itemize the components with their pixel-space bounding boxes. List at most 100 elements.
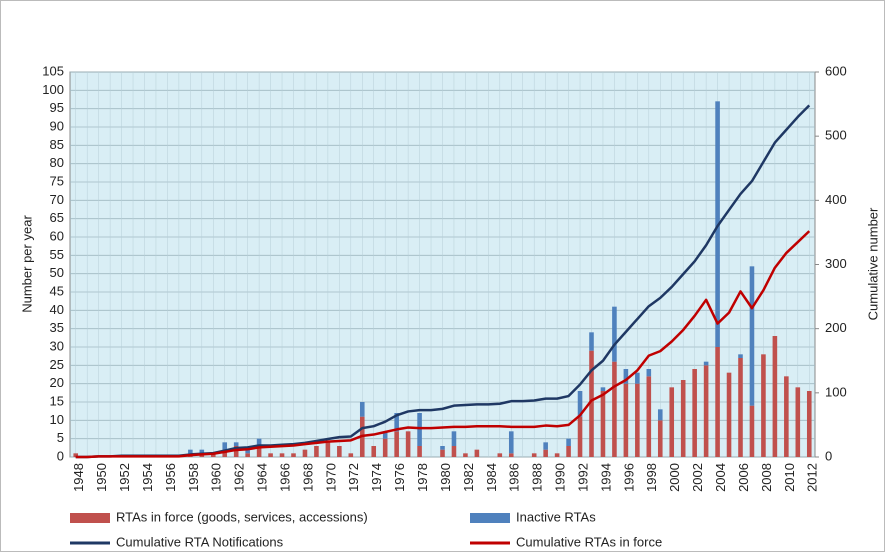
bar: [394, 413, 399, 432]
y-tick-label: 80: [50, 155, 64, 170]
y-tick-label: 25: [50, 357, 64, 372]
x-tick-label: 1992: [575, 463, 590, 492]
bar: [245, 453, 250, 457]
bar: [245, 449, 250, 454]
bar: [233, 442, 239, 446]
bar: [589, 332, 594, 351]
bar: [635, 372, 640, 384]
y-tick-label: 30: [50, 338, 64, 353]
bar: [738, 358, 743, 457]
bar: [394, 431, 399, 457]
bar: [348, 453, 354, 457]
bar: [451, 431, 457, 446]
legend-label: Cumulative RTAs in force: [516, 534, 662, 549]
bar: [692, 369, 697, 457]
bar: [417, 446, 422, 457]
bar: [554, 453, 560, 457]
legend-swatch: [70, 513, 110, 523]
bar: [738, 354, 743, 358]
bar: [314, 446, 319, 457]
bar: [715, 347, 720, 457]
x-tick-label: 1980: [438, 463, 453, 492]
y-tick-label: 15: [50, 393, 64, 408]
x-tick-label: 1966: [277, 463, 292, 492]
y-tick-label: 70: [50, 192, 64, 207]
bar: [806, 391, 812, 457]
bar: [612, 306, 617, 362]
y-tick-label: 95: [50, 100, 64, 115]
bar: [566, 446, 571, 457]
bar: [256, 446, 262, 457]
bar: [382, 431, 388, 439]
bar: [268, 453, 273, 457]
legend-swatch: [470, 513, 510, 523]
bar: [210, 453, 216, 457]
x-tick-label: 1968: [300, 463, 315, 492]
bar: [566, 438, 571, 446]
x-tick-label: 1972: [346, 463, 361, 492]
legend-label: RTAs in force (goods, services, accessio…: [116, 509, 368, 524]
y-tick-label: 105: [42, 63, 64, 78]
bar: [623, 369, 629, 384]
bar: [635, 383, 640, 457]
bar: [795, 387, 801, 457]
bar: [279, 453, 285, 457]
y-tick-label: 100: [42, 82, 64, 97]
bar: [256, 438, 262, 446]
x-tick-label: 1990: [553, 463, 568, 492]
y2-tick-label: 600: [825, 63, 847, 78]
bar: [337, 446, 342, 457]
y2-tick-label: 100: [825, 384, 847, 399]
bar: [359, 402, 365, 417]
marks: [73, 101, 812, 459]
bar: [440, 446, 445, 450]
bar: [451, 446, 457, 457]
bar: [726, 372, 732, 457]
x-tick-label: 1994: [598, 463, 613, 492]
x-tick-label: 1958: [186, 463, 201, 492]
x-tick-label: 1950: [94, 463, 109, 492]
y-tick-label: 50: [50, 265, 64, 280]
bar: [222, 449, 228, 457]
bar: [784, 376, 789, 457]
bar: [657, 409, 663, 421]
bar: [417, 413, 422, 446]
y2-tick-label: 500: [825, 128, 847, 143]
legend: RTAs in force (goods, services, accessio…: [70, 509, 662, 549]
bar: [577, 391, 583, 417]
bar: [382, 438, 388, 457]
y2-tick-label: 300: [825, 256, 847, 271]
x-tick-label: 1956: [163, 463, 178, 492]
y-tick-label: 85: [50, 137, 64, 152]
y-tick-label: 45: [50, 283, 64, 298]
legend-label: Cumulative RTA Notifications: [116, 534, 284, 549]
bar: [73, 453, 79, 457]
bar: [646, 369, 652, 377]
x-tick-label: 1978: [415, 463, 430, 492]
y2-axis-label: Cumulative number: [865, 207, 880, 320]
bar: [199, 449, 205, 454]
bar: [474, 449, 480, 457]
y-tick-label: 90: [50, 118, 64, 133]
x-tick-label: 1948: [71, 463, 86, 492]
x-tick-label: 1976: [392, 463, 407, 492]
bar: [222, 442, 228, 450]
bar: [440, 449, 445, 457]
bar: [703, 361, 709, 366]
y2-tick-label: 200: [825, 320, 847, 335]
y2-tick-label: 0: [825, 448, 832, 463]
y-tick-label: 0: [57, 448, 64, 463]
y-tick-label: 65: [50, 210, 64, 225]
x-tick-label: 1996: [621, 463, 636, 492]
bar: [600, 391, 606, 457]
bar: [749, 266, 755, 406]
y-tick-label: 35: [50, 320, 64, 335]
axes: 0 5 10 15 20 25 30 35 40 45 50 55 60 65 70 75 80 85 90 95 10…: [42, 63, 846, 491]
bar: [463, 453, 468, 457]
bar: [749, 405, 755, 457]
x-tick-label: 2008: [759, 463, 774, 492]
x-tick-label: 2010: [782, 463, 797, 492]
y-tick-label: 40: [50, 302, 64, 317]
bar: [543, 442, 548, 450]
